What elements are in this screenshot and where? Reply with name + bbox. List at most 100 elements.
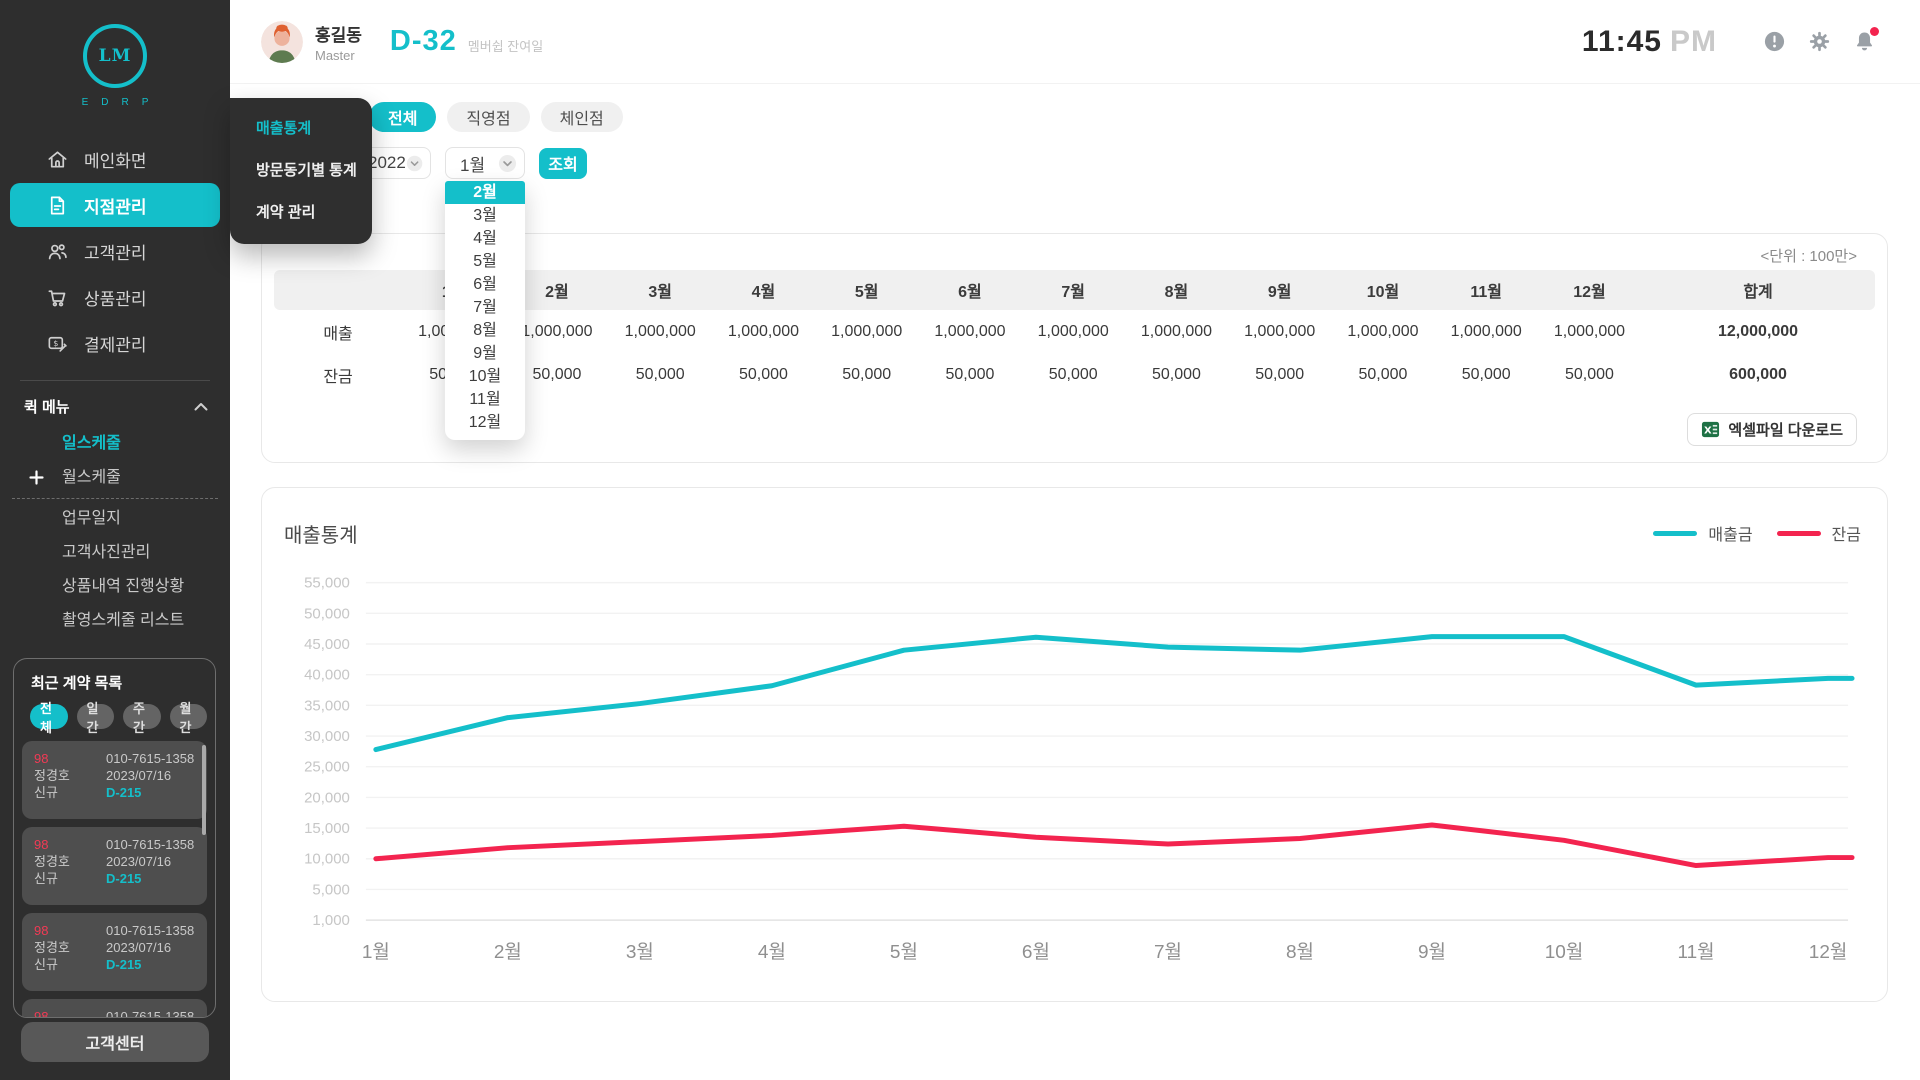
main-area: 홍길동 Master D-32 멤버쉽 잔여일 11:45 PM: [230, 0, 1920, 1080]
quick-menu-item-촬영스케줄 리스트[interactable]: 촬영스케줄 리스트: [62, 612, 185, 629]
month-option-9월[interactable]: 9월: [473, 345, 497, 362]
tab-전체[interactable]: 전체: [368, 102, 437, 132]
sidebar-item-결제관리[interactable]: $ 결제관리: [0, 320, 230, 366]
svg-text:4월: 4월: [758, 941, 786, 963]
sidebar-item-고객관리[interactable]: 고객관리: [0, 228, 230, 274]
month-option-5월[interactable]: 5월: [473, 253, 497, 270]
column-header: 7월: [1021, 270, 1125, 310]
sidebar: LM EDRP 메인화면 지점관리 고객관리 상품관리 $ 결제관리 퀵 메뉴 일스케줄 월…: [0, 0, 230, 1080]
cell-value: 50,000: [1358, 365, 1408, 383]
column-header: 11월: [1434, 270, 1538, 310]
scope-tabs: 전체 직영점 체인점: [368, 102, 623, 132]
contract-phone: 010-7615-1358: [106, 923, 195, 938]
quick-menu-header[interactable]: 퀵 메뉴: [24, 396, 208, 417]
quick-menu-item-일스케줄[interactable]: 일스케줄: [62, 435, 121, 452]
sidebar-item-label: 결제관리: [84, 335, 147, 355]
membership-dday-caption: 멤버쉽 잔여일: [467, 39, 544, 54]
sidebar-item-label: 지점관리: [84, 197, 147, 217]
month-option-3월[interactable]: 3월: [473, 207, 497, 224]
tab-체인점[interactable]: 체인점: [540, 102, 623, 132]
column-header: 3월: [608, 270, 712, 310]
svg-text:55,000: 55,000: [304, 575, 350, 592]
month-option-12월[interactable]: 12월: [468, 414, 502, 431]
cell-value: 50,000: [1461, 365, 1511, 383]
tab-직영점[interactable]: 직영점: [447, 102, 530, 132]
recent-contracts-title: 최근 계약 목록: [31, 675, 123, 692]
quick-menu-item-고객사진관리[interactable]: 고객사진관리: [62, 544, 151, 561]
quick-menu-title: 퀵 메뉴: [24, 399, 70, 416]
month-select-value: 1월: [460, 155, 486, 175]
contract-filter-전체[interactable]: 전체: [30, 701, 68, 735]
quick-menu-divider: [12, 498, 218, 499]
legend-item-매출금: 매출금: [1653, 521, 1753, 545]
svg-text:8월: 8월: [1286, 941, 1314, 963]
contract-count: 98: [34, 751, 49, 766]
svg-text:10월: 10월: [1545, 941, 1584, 963]
support-center-button[interactable]: 고객센터: [21, 1022, 209, 1062]
submenu-item-매출통계[interactable]: 매출통계: [256, 120, 312, 137]
cell-value: 1,000,000: [831, 322, 903, 340]
contract-date: 2023/07/16: [106, 768, 172, 783]
sidebar-item-메인화면[interactable]: 메인화면: [0, 136, 230, 182]
excel-icon: X: [1702, 421, 1720, 438]
contract-card-right: 010-7615-1358 2023/07/16 D-215: [106, 750, 194, 810]
row-label: 매출: [323, 325, 353, 343]
submenu-item-계약 관리[interactable]: 계약 관리: [256, 204, 316, 221]
contract-list-scrollbar[interactable]: [202, 745, 206, 835]
excel-download-label: 엑셀파일 다운로드: [1728, 422, 1843, 439]
column-header: 9월: [1228, 270, 1332, 310]
clock-meridiem: PM: [1670, 24, 1717, 58]
search-button[interactable]: 조회: [539, 147, 587, 179]
excel-download-button[interactable]: X 엑셀파일 다운로드: [1687, 413, 1857, 446]
month-select[interactable]: 1월: [445, 147, 525, 179]
gear-icon[interactable]: [1808, 30, 1831, 53]
contract-filter-주간[interactable]: 주간: [123, 701, 161, 735]
month-option-6월[interactable]: 6월: [473, 276, 497, 293]
contract-filter-일간[interactable]: 일간: [76, 701, 114, 735]
chart-legend: 매출금 잔금: [1653, 521, 1861, 545]
topbar-right: 11:45 PM: [1581, 24, 1879, 59]
column-header: 5월: [815, 270, 919, 310]
svg-text:7월: 7월: [1154, 941, 1182, 963]
sidebar-item-상품관리[interactable]: 상품관리: [0, 274, 230, 320]
month-dropdown: 2월 3월 4월 5월 6월 7월 8월 9월 10월 11월 12월: [445, 181, 525, 440]
sales-table: 1월2월3월4월5월6월7월8월9월10월11월12월합계 매출1,000,00…: [274, 270, 1875, 396]
alert-icon[interactable]: [1763, 30, 1786, 53]
month-option-8월[interactable]: 8월: [473, 322, 497, 339]
payment-icon: $: [46, 332, 69, 355]
month-option-11월[interactable]: 11월: [469, 391, 501, 408]
month-option-2월[interactable]: 2월: [445, 181, 525, 204]
table-row: 잔금 50,000 50,000 50,000 50,000 50,000 50,000 50…: [274, 353, 1875, 396]
quick-menu-item-상품내역 진행상황[interactable]: 상품내역 진행상황: [62, 578, 185, 595]
month-option-10월[interactable]: 10월: [468, 368, 502, 385]
svg-text:25,000: 25,000: [304, 759, 350, 776]
column-header: 12월: [1537, 270, 1642, 310]
svg-text:11월: 11월: [1677, 941, 1714, 963]
month-select-wrap: 1월 2월 3월 4월 5월 6월 7월 8월 9월 10월 11월 12월: [445, 147, 525, 440]
bell-icon[interactable]: [1853, 27, 1879, 53]
quick-menu-item-월스케줄[interactable]: 월스케줄: [0, 461, 230, 495]
cell-value: 1,000,000: [624, 322, 696, 340]
clock-time: 11:45: [1581, 24, 1662, 58]
avatar[interactable]: [261, 20, 303, 63]
logo-brand: EDRP: [81, 97, 162, 108]
cell-value: 1,000,000: [1347, 322, 1419, 340]
cell-value: 50,000: [635, 365, 685, 383]
month-option-4월[interactable]: 4월: [473, 230, 497, 247]
row-total: 600,000: [1729, 365, 1787, 383]
sidebar-item-지점관리[interactable]: 지점관리: [10, 183, 220, 227]
month-option-7월[interactable]: 7월: [473, 299, 497, 316]
cell-value: 50,000: [1048, 365, 1098, 383]
submenu-item-방문동기별 통계[interactable]: 방문동기별 통계: [256, 162, 357, 179]
contract-filter-월간[interactable]: 월간: [169, 701, 207, 735]
cell-value: 1,000,000: [1037, 322, 1109, 340]
quick-menu-item-업무일지[interactable]: 업무일지: [62, 510, 121, 527]
svg-text:35,000: 35,000: [304, 697, 350, 714]
